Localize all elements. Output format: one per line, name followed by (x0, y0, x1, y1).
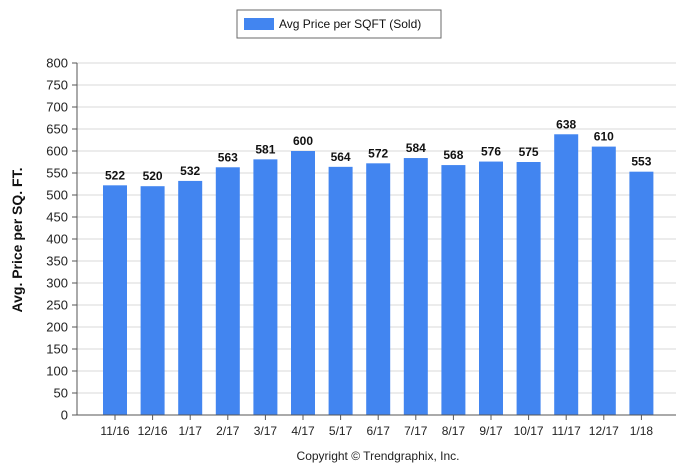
data-label: 532 (180, 164, 200, 178)
data-label: 553 (631, 155, 651, 169)
data-label: 584 (406, 141, 426, 155)
bar-6-17 (366, 163, 391, 415)
y-tick-label: 0 (61, 408, 68, 423)
x-tick-label: 3/17 (254, 424, 278, 438)
bar-11-17 (554, 134, 579, 415)
y-axis-ticks: 0 50 100 150 200 250 300 350 400 450 500 550 600 650 7… (46, 56, 77, 423)
data-label: 563 (218, 150, 238, 164)
bar-7-17 (403, 158, 428, 416)
bar-9-17 (479, 161, 503, 415)
bar-5-17 (328, 166, 353, 415)
y-tick-label: 500 (46, 188, 68, 203)
x-tick-label: 8/17 (442, 424, 466, 438)
data-labels: 522 520 532 563 581 600 564 572 584 568 576 575 638 6… (105, 117, 652, 183)
x-tick-label: 12/17 (589, 424, 619, 438)
x-tick-label: 6/17 (367, 424, 391, 438)
data-label: 576 (481, 145, 501, 159)
y-tick-label: 450 (46, 210, 68, 225)
x-tick-label: 4/17 (291, 424, 315, 438)
y-tick-label: 200 (46, 320, 68, 335)
y-tick-label: 100 (46, 364, 68, 379)
x-tick-label: 10/17 (514, 424, 544, 438)
data-label: 575 (519, 145, 539, 159)
data-label: 522 (105, 168, 125, 182)
data-label: 610 (594, 130, 614, 144)
data-label: 520 (143, 169, 163, 183)
y-tick-label: 700 (46, 100, 68, 115)
data-label: 638 (556, 117, 576, 131)
bar-1-18 (629, 171, 654, 415)
bar-12-16 (140, 186, 165, 415)
x-tick-label: 11/16 (100, 424, 129, 438)
x-tick-label: 11/17 (552, 424, 581, 438)
legend-swatch (244, 18, 274, 30)
y-tick-label: 50 (54, 386, 68, 401)
bars (103, 134, 654, 416)
y-tick-label: 350 (46, 254, 68, 269)
bar-10-17 (516, 162, 541, 415)
bar-3-17 (253, 159, 278, 415)
data-label: 572 (368, 146, 388, 160)
x-tick-label: 1/18 (630, 424, 654, 438)
x-tick-label: 7/17 (404, 424, 428, 438)
legend-label: Avg Price per SQFT (Sold) (279, 17, 421, 31)
legend: Avg Price per SQFT (Sold) (236, 9, 442, 39)
copyright-text: Copyright © Trendgraphix, Inc. (297, 449, 460, 463)
bar-2-17 (215, 167, 240, 415)
y-tick-label: 300 (46, 276, 68, 291)
y-tick-label: 750 (46, 78, 68, 93)
bar-12-17 (591, 146, 616, 415)
data-label: 600 (293, 134, 313, 148)
y-axis-label: Avg. Price per SQ. FT. (9, 168, 25, 313)
bar-4-17 (291, 151, 315, 415)
data-label: 564 (331, 150, 351, 164)
data-label: 568 (443, 148, 463, 162)
y-tick-label: 150 (46, 342, 68, 357)
y-tick-label: 600 (46, 144, 68, 159)
x-axis-ticks: 11/16 12/16 1/17 2/17 3/17 4/17 5/17 6/17 7/17 8/… (100, 415, 653, 438)
x-tick-label: 1/17 (179, 424, 203, 438)
bar-8-17 (441, 165, 466, 415)
y-tick-label: 250 (46, 298, 68, 313)
data-label: 581 (255, 142, 275, 156)
y-tick-label: 800 (46, 56, 68, 71)
x-tick-label: 9/17 (479, 424, 503, 438)
bar-1-17 (178, 180, 203, 415)
y-tick-label: 400 (46, 232, 68, 247)
y-tick-label: 650 (46, 122, 68, 137)
x-tick-label: 12/16 (138, 424, 168, 438)
x-tick-label: 2/17 (216, 424, 240, 438)
bar-11-16 (103, 185, 127, 415)
y-tick-label: 550 (46, 166, 68, 181)
x-tick-label: 5/17 (329, 424, 353, 438)
